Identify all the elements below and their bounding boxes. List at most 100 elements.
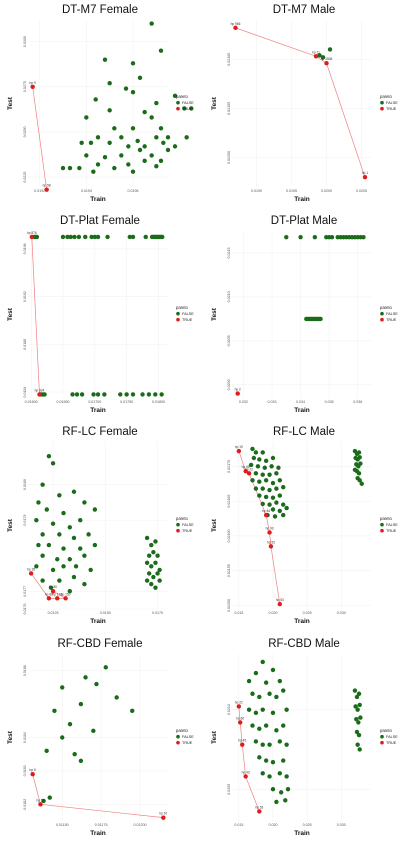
x-tick-label: 0.015 — [234, 823, 243, 827]
chart-svg: DT-M7 Male 0.0190 0.0195 0.0200 0.0205 0.0215… — [211, 4, 398, 203]
data-point-false — [270, 495, 276, 500]
data-point-false — [284, 234, 289, 240]
data-point-false — [277, 771, 283, 776]
data-point-false — [130, 90, 136, 95]
data-point-false — [260, 486, 265, 491]
data-point-false — [263, 458, 269, 463]
data-point-false — [142, 109, 147, 115]
data-point-true — [263, 512, 269, 518]
data-point-false — [124, 392, 129, 397]
data-point-false — [130, 234, 136, 240]
y-tick-label: 0.0205 — [227, 335, 231, 346]
legend-item-label: FALSE — [182, 523, 194, 527]
data-point-false — [61, 546, 66, 551]
chart-rf-lc-female: RF-LC Female 0.0125 0.0150 0.0175 0.0177 0.01… — [0, 422, 204, 633]
data-point-false — [358, 461, 363, 466]
legend-title: pareto — [176, 305, 189, 310]
chart-dt-m7-female: DT-M7 Female 0.0192 0.0194 0.0196 0.0225 0.02… — [0, 0, 204, 211]
data-point-false — [246, 678, 252, 684]
x-axis-label: Train — [294, 830, 310, 837]
x-axis-label: Train — [294, 618, 310, 625]
data-point-false — [257, 479, 262, 484]
x-tick-label: 0.01150 — [56, 823, 69, 827]
y-tick-label: 0.02155 — [227, 102, 231, 115]
data-point-false — [78, 701, 84, 707]
data-point-true — [30, 772, 35, 777]
legend-swatch — [380, 106, 384, 111]
data-point-false — [260, 707, 265, 712]
data-point-false — [107, 80, 112, 86]
data-point-false — [267, 774, 272, 779]
x-tick-label: 0.0195 — [286, 189, 297, 193]
data-point-false — [50, 567, 56, 573]
data-point-false — [144, 560, 150, 566]
x-tick-label: 0.0194 — [81, 189, 92, 193]
data-point-true — [236, 704, 242, 709]
data-point-false — [281, 502, 286, 507]
data-point-false — [50, 461, 56, 466]
data-point-false — [260, 771, 265, 776]
data-point-false — [50, 521, 56, 526]
data-point-false — [105, 234, 110, 240]
legend-swatch — [380, 528, 384, 533]
data-point-false — [76, 234, 82, 240]
x-tick-label: 0.01600 — [25, 400, 38, 404]
data-point-false — [130, 126, 136, 131]
legend-swatch — [176, 311, 180, 316]
pareto-point-label: hp 5 — [30, 768, 36, 772]
data-point-false — [72, 234, 77, 240]
data-point-false — [78, 546, 83, 551]
data-point-false — [149, 564, 154, 569]
data-point-false — [146, 571, 152, 576]
pareto-point-label: hp 876 — [27, 231, 37, 235]
data-point-true — [30, 84, 35, 90]
data-point-false — [318, 316, 323, 322]
y-tick-label: 0.0215 — [227, 247, 231, 258]
y-tick-label: 0.0176 — [23, 604, 27, 615]
data-point-false — [92, 234, 98, 240]
y-tick-label: 0.02150 — [227, 151, 231, 164]
data-point-false — [143, 234, 148, 240]
data-point-false — [312, 234, 318, 240]
data-point-false — [119, 135, 124, 140]
data-point-false — [40, 578, 45, 583]
data-point-false — [253, 739, 259, 744]
data-point-false — [149, 21, 154, 26]
chart-title: RF-LC Male — [273, 426, 335, 438]
data-point-false — [356, 691, 362, 696]
data-point-false — [361, 234, 366, 240]
data-point-false — [260, 501, 265, 507]
data-point-false — [82, 553, 87, 558]
data-point-false — [356, 471, 362, 476]
data-point-false — [329, 234, 335, 240]
data-point-false — [253, 486, 259, 491]
legend: pareto FALSE TRUE — [176, 305, 194, 322]
legend-item-label: FALSE — [182, 735, 194, 739]
data-point-false — [270, 759, 276, 765]
data-point-true — [161, 815, 166, 820]
data-point-false — [74, 392, 80, 397]
data-point-false — [112, 165, 117, 171]
chart-title: DT-M7 Male — [273, 4, 336, 16]
x-axis-label: Train — [294, 196, 310, 203]
x-tick-label: 0.030 — [337, 611, 346, 615]
data-point-false — [260, 742, 265, 747]
data-point-false — [272, 514, 278, 519]
x-tick-label: 0.0150 — [100, 611, 111, 615]
data-point-false — [95, 392, 101, 397]
chart-rf-cbd-male: RF-CBD Male 0.015 0.020 0.025 0.030 0.0205 0.0… — [204, 634, 408, 845]
data-point-false — [263, 680, 269, 685]
chart-title: DT-Plat Female — [60, 215, 140, 227]
data-point-false — [78, 517, 83, 523]
data-point-false — [327, 47, 333, 52]
legend-swatch — [176, 740, 180, 745]
data-point-false — [270, 455, 276, 461]
data-point-false — [119, 153, 124, 158]
x-tick-label: 0.01700 — [88, 400, 101, 404]
data-point-false — [40, 532, 45, 537]
data-point-false — [77, 165, 82, 171]
legend-item-label: FALSE — [386, 312, 398, 316]
data-point-false — [82, 581, 87, 587]
y-axis-label: Test — [211, 730, 218, 744]
x-tick-label: 0.015 — [234, 611, 243, 615]
